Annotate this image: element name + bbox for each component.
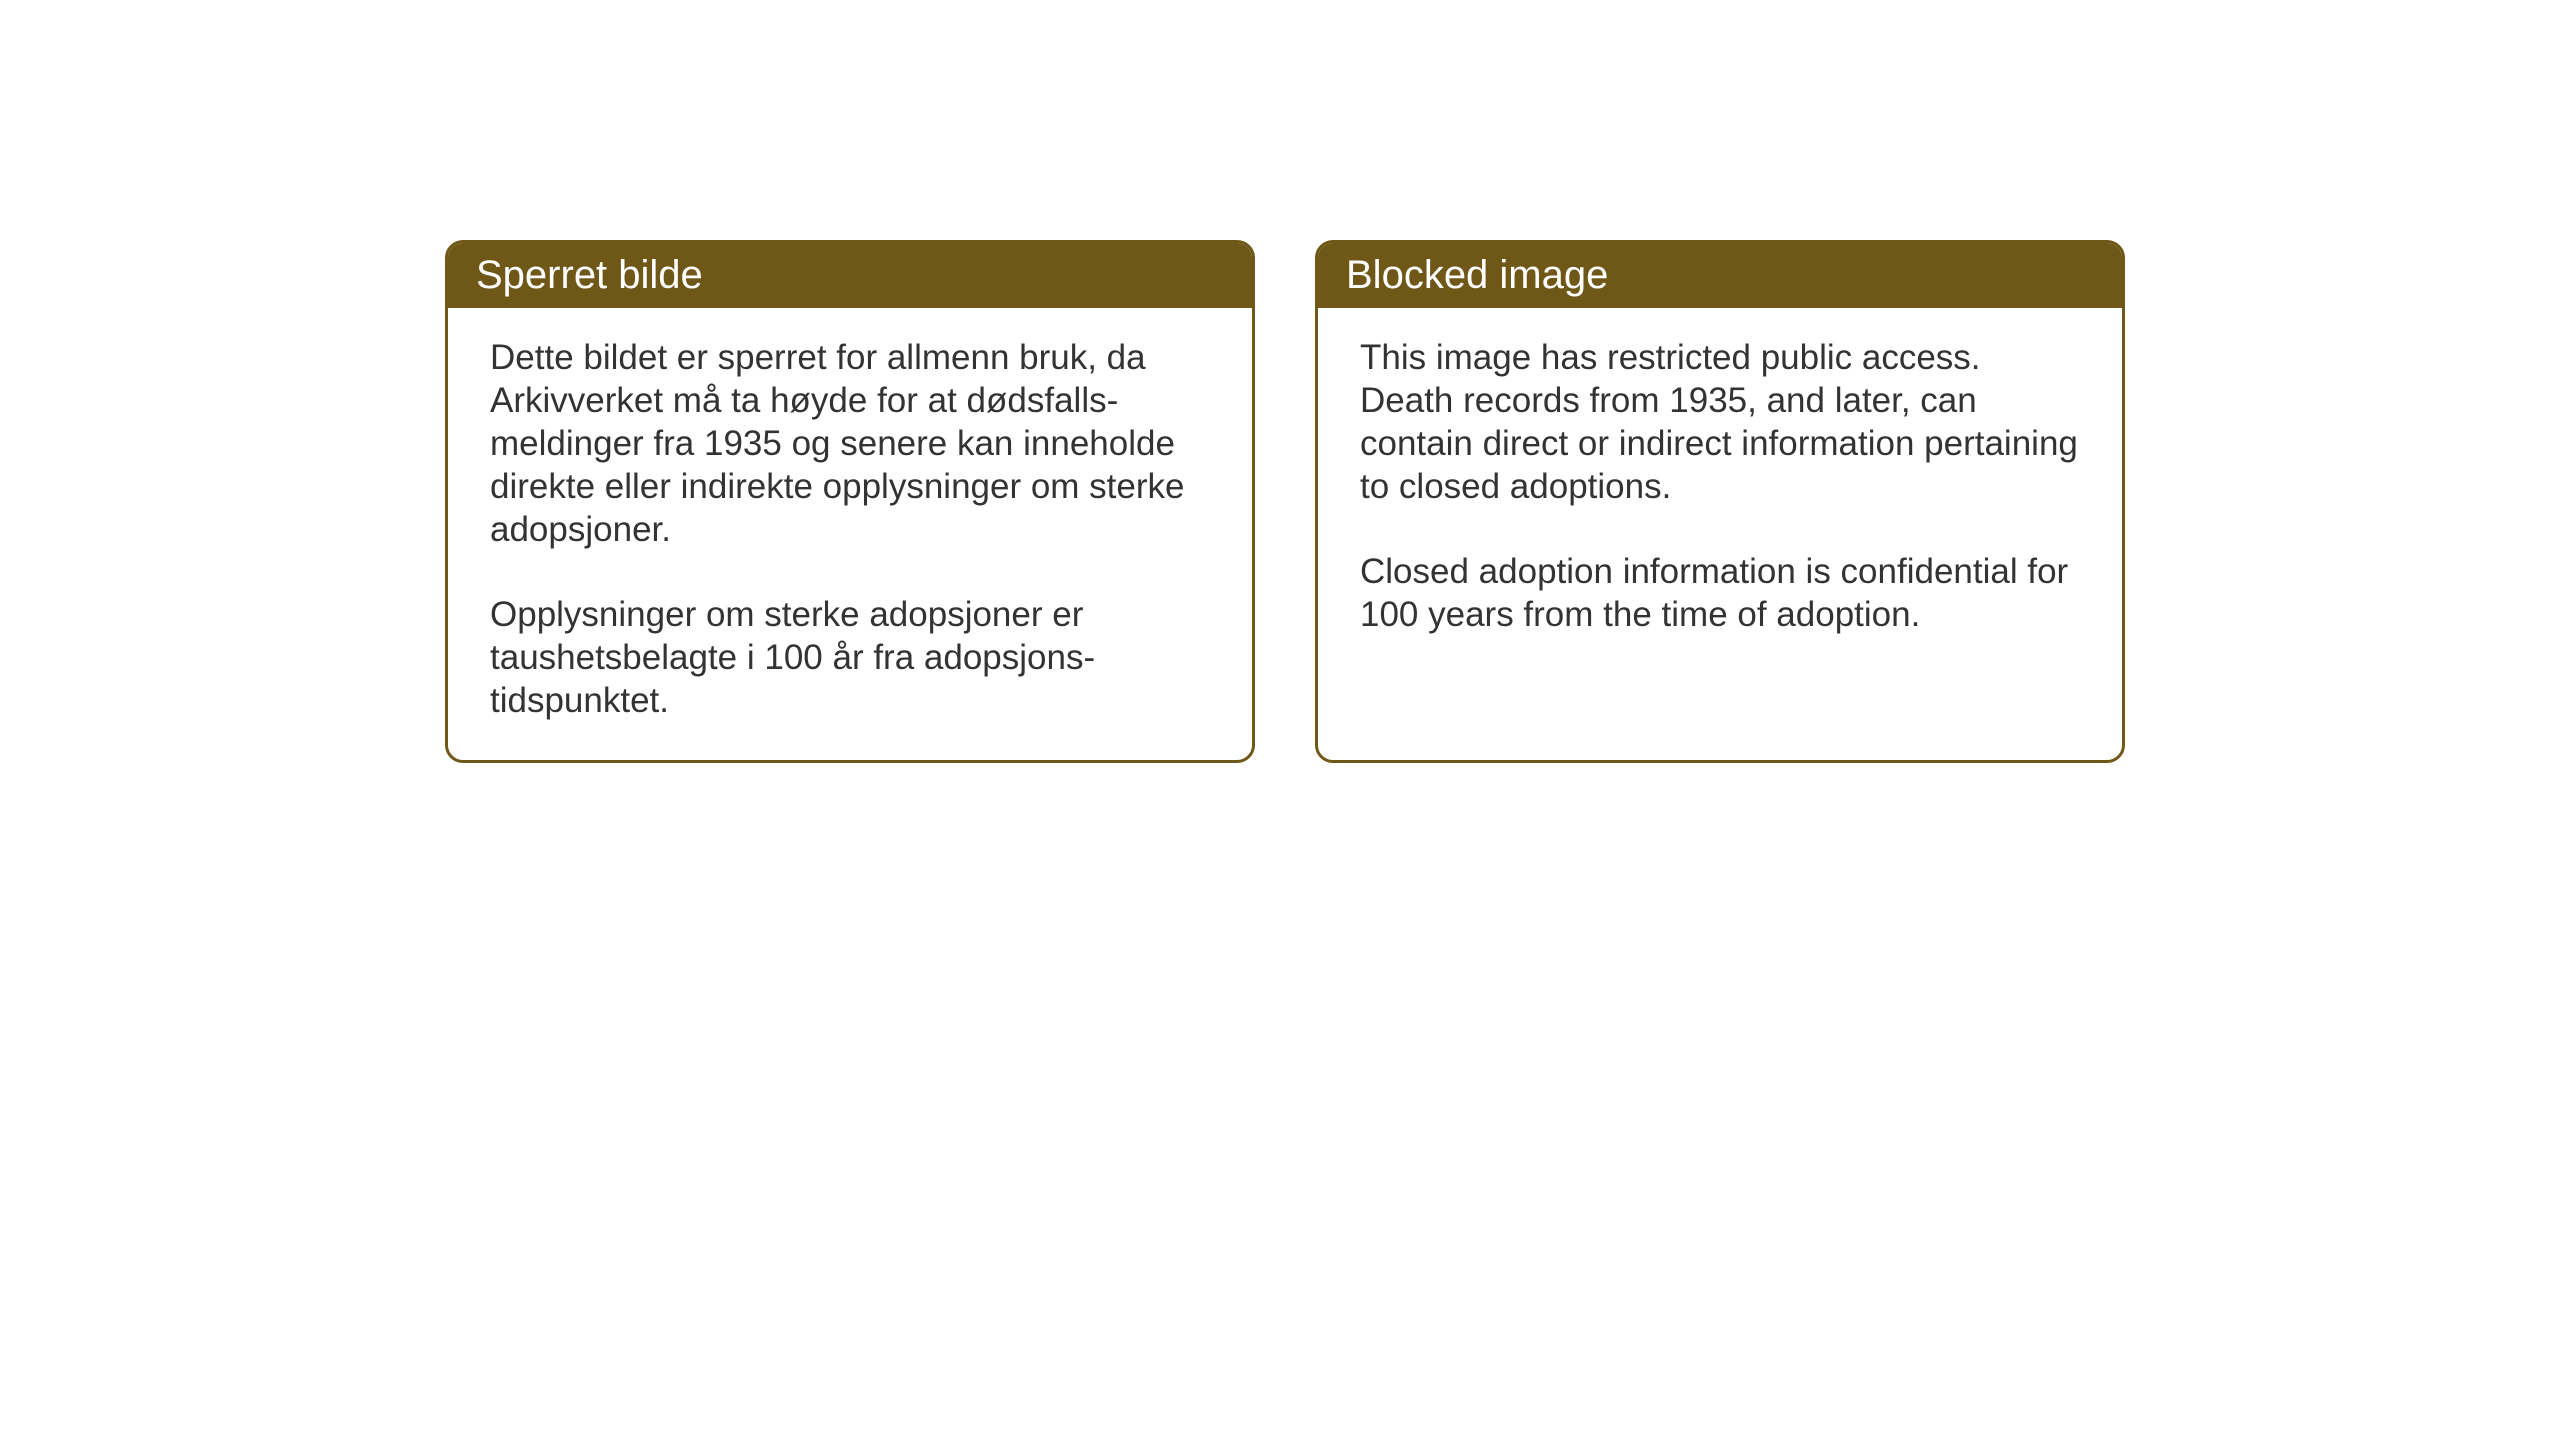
card-body-english: This image has restricted public access.… [1318, 308, 2122, 674]
card-body-norwegian: Dette bildet er sperret for allmenn bruk… [448, 308, 1252, 760]
card-para2-norwegian: Opplysninger om sterke adopsjoner er tau… [490, 593, 1210, 722]
card-norwegian: Sperret bilde Dette bildet er sperret fo… [445, 240, 1255, 763]
card-header-english: Blocked image [1318, 243, 2122, 308]
card-english: Blocked image This image has restricted … [1315, 240, 2125, 763]
card-title-english: Blocked image [1346, 253, 1608, 297]
card-header-norwegian: Sperret bilde [448, 243, 1252, 308]
card-para2-english: Closed adoption information is confident… [1360, 550, 2080, 636]
card-title-norwegian: Sperret bilde [476, 253, 703, 297]
card-para1-norwegian: Dette bildet er sperret for allmenn bruk… [490, 336, 1210, 551]
card-para1-english: This image has restricted public access.… [1360, 336, 2080, 508]
cards-container: Sperret bilde Dette bildet er sperret fo… [445, 240, 2125, 763]
